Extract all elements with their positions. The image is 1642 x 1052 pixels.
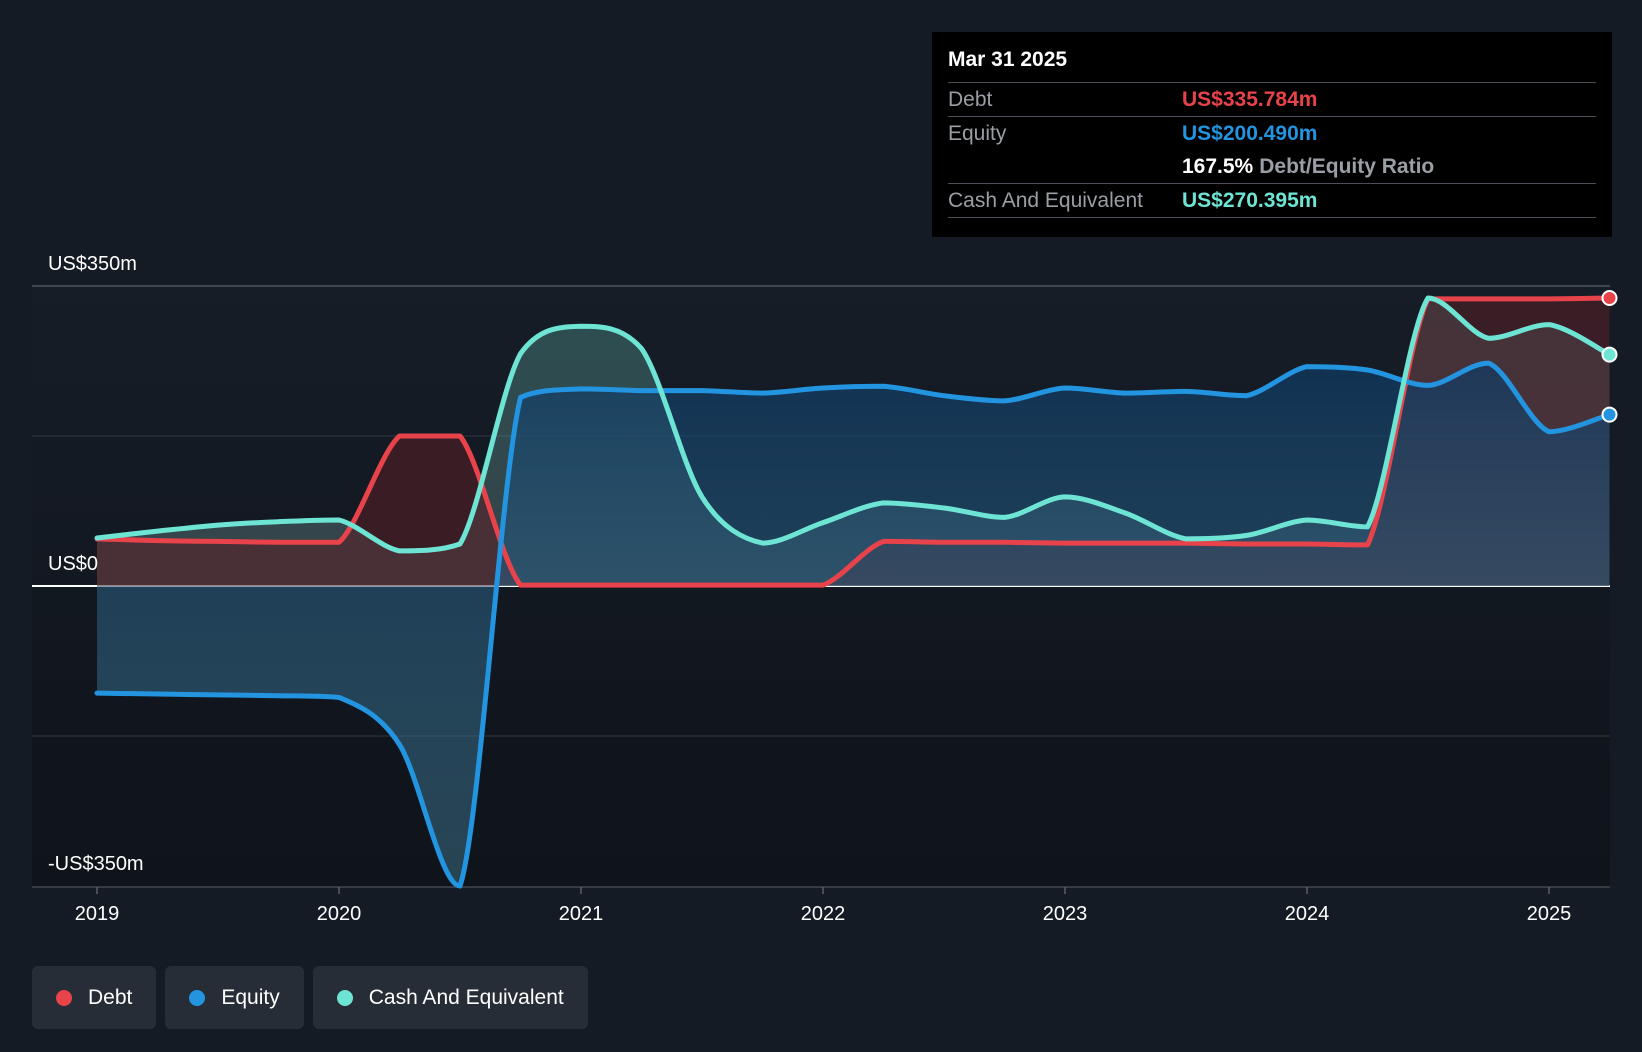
tooltip-ratio-label: Debt/Equity Ratio (1259, 155, 1435, 178)
debt-area (97, 298, 1610, 586)
y-tick-label: US$0 (48, 553, 98, 575)
y-tick-label: US$350m (48, 253, 137, 275)
y-tick-label: -US$350m (48, 853, 144, 875)
debt-end-marker (1601, 290, 1618, 306)
end-markers (1601, 290, 1618, 423)
tooltip-date: Mar 31 2025 (948, 46, 1596, 83)
y-axis-labels: US$350m US$0 -US$350m (48, 253, 144, 875)
x-tick-label: 2021 (559, 903, 604, 925)
tooltip-cash-value: US$270.395m (1182, 189, 1318, 212)
cash-dot-icon (336, 989, 353, 1006)
data-tooltip: Mar 31 2025 Debt US$335.784m Equity US$2… (932, 32, 1612, 237)
tooltip-ratio-row: 167.5% Debt/Equity Ratio (948, 150, 1596, 184)
tooltip-equity-value: US$200.490m (1182, 122, 1318, 145)
cash-line (94, 295, 1612, 554)
debt-dot-icon (56, 989, 72, 1006)
tooltip-cash-label: Cash And Equivalent (948, 189, 1143, 212)
x-tick-label: 2020 (317, 903, 362, 925)
tooltip-ratio-value: 167.5% (1182, 155, 1254, 178)
equity-dot-icon (189, 989, 206, 1006)
tooltip-equity-row: Equity US$200.490m (948, 117, 1596, 150)
series-lines (94, 295, 1612, 889)
debt-line (94, 295, 1612, 588)
legend-equity-label: Equity (221, 985, 280, 1009)
equity-end-marker (1601, 406, 1618, 423)
cash-end-marker (1601, 346, 1618, 363)
legend-cash-label: Cash And Equivalent (368, 985, 564, 1009)
tooltip-debt-row: Debt US$335.784m (948, 83, 1596, 117)
chart-legend: Debt Equity Cash And Equivalent (32, 966, 588, 1029)
tooltip-cash-row: Cash And Equivalent US$270.395m (948, 184, 1596, 218)
equity-area (97, 363, 1610, 887)
x-tick-label: 2025 (1527, 903, 1572, 925)
legend-item-cash[interactable]: Cash And Equivalent (312, 966, 588, 1029)
legend-item-debt[interactable]: Debt (32, 966, 157, 1029)
legend-debt-label: Debt (88, 985, 133, 1009)
x-tick-label: 2019 (75, 903, 120, 925)
x-tick-label: 2022 (801, 903, 846, 925)
legend-item-equity[interactable]: Equity (165, 966, 304, 1029)
x-axis-labels: 2019 2020 2021 2022 2023 2024 2025 (75, 887, 1572, 925)
x-tick-label: 2023 (1043, 903, 1088, 925)
tooltip-debt-value: US$335.784m (1182, 88, 1318, 111)
series-areas (97, 298, 1610, 887)
equity-line (94, 360, 1612, 889)
tooltip-equity-label: Equity (948, 122, 1007, 145)
tooltip-debt-label: Debt (948, 88, 993, 111)
x-tick-label: 2024 (1285, 903, 1330, 925)
